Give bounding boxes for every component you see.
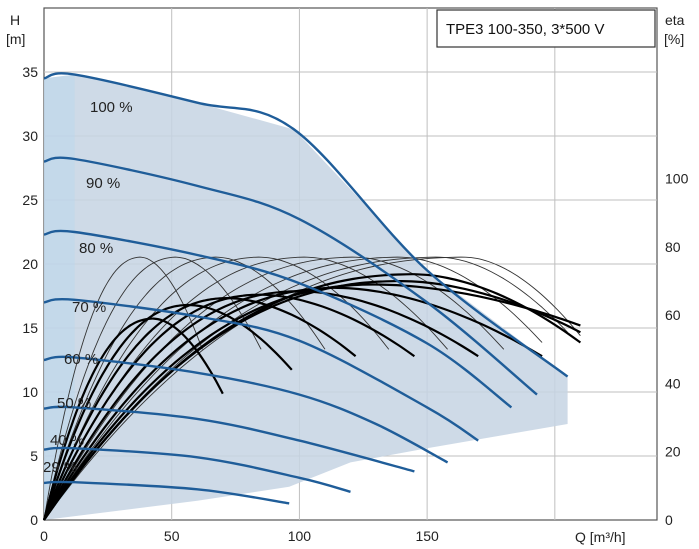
head-curve xyxy=(43,480,290,505)
speed-label: 29 % xyxy=(43,459,77,476)
envelope-left-band xyxy=(44,74,75,520)
chart-title: TPE3 100-350, 3*500 V xyxy=(446,21,604,38)
x-tick-label: 0 xyxy=(40,528,48,544)
efficiency-curve-thin xyxy=(43,256,581,521)
efficiency-curve-thin xyxy=(43,256,505,521)
head-curve xyxy=(43,297,479,442)
y-left-tick-label: 25 xyxy=(22,192,38,208)
y-left-tick-label: 10 xyxy=(22,384,38,400)
y-right-tick-label: 60 xyxy=(665,307,681,323)
y-right-tick-label: 20 xyxy=(665,444,681,460)
speed-label: 60 % xyxy=(64,351,98,368)
head-curves xyxy=(43,72,569,505)
efficiency-curve-bold xyxy=(42,293,416,521)
y-right-tick-label: 40 xyxy=(665,375,681,391)
x-axis-label: Q [m³/h] xyxy=(575,529,626,545)
efficiency-curve-bold xyxy=(43,290,479,521)
speed-label: 40 % xyxy=(50,432,84,449)
head-curve xyxy=(43,446,351,493)
speed-labels: 100 % 90 % 80 % 70 % 60 % 50 % 40 % 29 % xyxy=(43,99,133,476)
x-tick-label: 50 xyxy=(164,528,180,544)
y-axis-left-label: H xyxy=(10,12,20,28)
envelope xyxy=(44,74,568,520)
speed-label: 100 % xyxy=(90,99,133,116)
speed-label: 90 % xyxy=(86,175,120,192)
title-box xyxy=(436,9,656,48)
efficiency-curve-thin xyxy=(43,256,390,521)
speed-label: 70 % xyxy=(72,299,106,316)
efficiency-curve-thin xyxy=(43,256,543,521)
y-axis-right-unit: [%] xyxy=(664,31,684,47)
efficiency-curve-bold xyxy=(43,286,543,521)
speed-label: 80 % xyxy=(79,240,113,257)
x-tick-label: 100 xyxy=(288,528,312,544)
speed-label: 50 % xyxy=(57,395,91,412)
efficiency-curve-thin xyxy=(43,256,203,521)
y-left-tick-label: 5 xyxy=(30,448,38,464)
efficiency-curve-thin xyxy=(43,256,326,521)
y-left-tick-label: 15 xyxy=(22,320,38,336)
tick-labels: 0 50 100 150 0 5 10 15 20 25 30 35 0 20 40 60 80 100 xyxy=(22,64,688,544)
y-right-tick-label: 0 xyxy=(665,512,673,528)
y-axis-left-unit: [m] xyxy=(6,31,25,47)
head-curve xyxy=(43,156,538,396)
operating-envelope xyxy=(44,74,568,520)
head-curve xyxy=(43,72,569,378)
y-left-tick-label: 35 xyxy=(22,64,38,80)
y-axis-right-label: eta xyxy=(665,12,685,28)
y-left-tick-label: 30 xyxy=(22,128,38,144)
efficiency-curve-thin xyxy=(43,256,262,521)
y-left-tick-label: 20 xyxy=(22,256,38,272)
head-curve xyxy=(43,355,449,464)
head-curve xyxy=(43,229,513,409)
efficiency-curve-bold xyxy=(42,317,224,521)
y-left-tick-label: 0 xyxy=(30,512,38,528)
y-right-tick-label: 80 xyxy=(665,239,681,255)
y-right-tick-label: 100 xyxy=(665,171,689,187)
efficiency-curve-bold xyxy=(43,283,581,521)
x-tick-label: 150 xyxy=(415,528,439,544)
head-curve xyxy=(43,405,415,473)
